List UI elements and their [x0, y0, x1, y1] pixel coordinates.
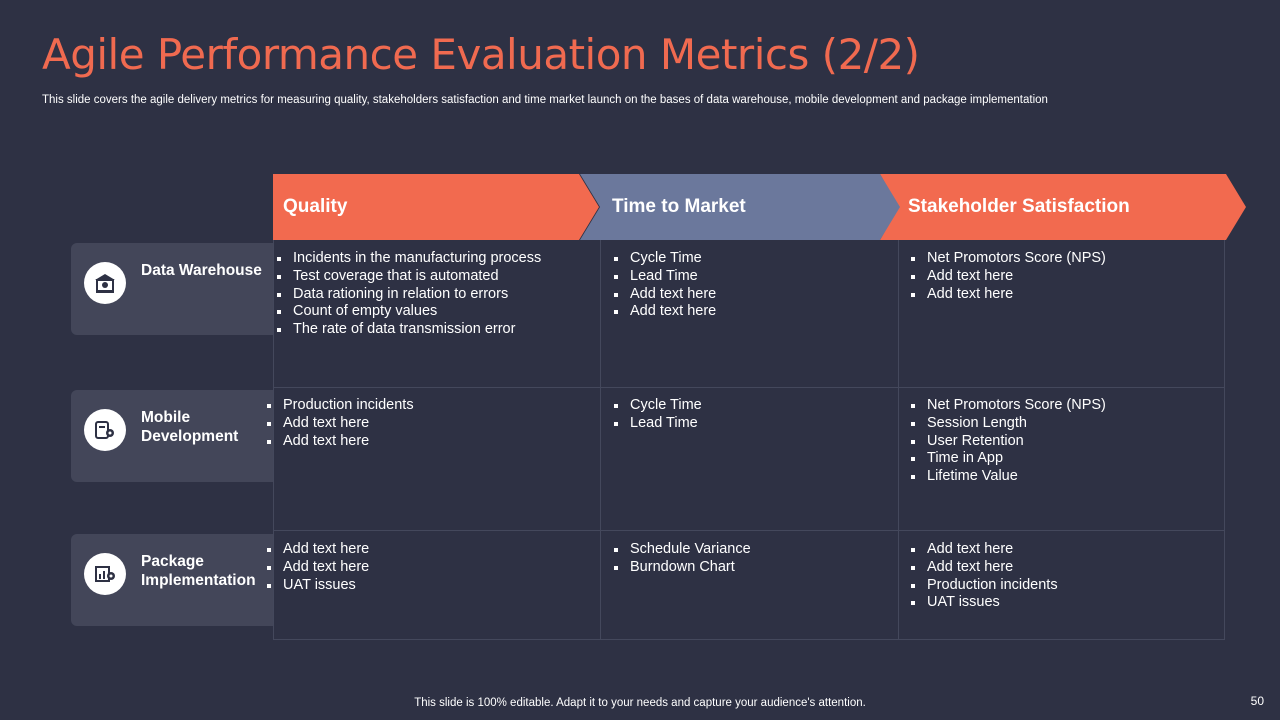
- page-number: 50: [1250, 694, 1264, 708]
- mobile-gear-icon: [84, 409, 126, 451]
- list-item: Net Promotors Score (NPS): [908, 250, 1224, 268]
- list-item: Test coverage that is automated: [274, 268, 600, 286]
- list-item: Cycle Time: [611, 250, 898, 268]
- list-item: UAT issues: [908, 594, 1224, 612]
- warehouse-icon: [84, 262, 126, 304]
- list-item: The rate of data transmission error: [274, 321, 600, 339]
- list-item: Time in App: [908, 450, 1224, 468]
- list-item: Lead Time: [611, 268, 898, 286]
- row-label-package-implementation: Package Implementation: [71, 534, 273, 626]
- slide-title: Agile Performance Evaluation Metrics (2/…: [42, 30, 920, 79]
- cell-data-warehouse-quality: Incidents in the manufacturing process T…: [273, 240, 601, 388]
- list-item: Count of empty values: [274, 303, 600, 321]
- cell-package-implementation-time-to-market: Schedule Variance Burndown Chart: [601, 531, 899, 640]
- package-settings-icon: [84, 553, 126, 595]
- row-label-text: Data Warehouse: [141, 262, 262, 279]
- list-item: Add text here: [264, 433, 600, 451]
- header-time-to-market: Time to Market: [580, 174, 904, 240]
- list-item: Burndown Chart: [611, 559, 898, 577]
- header-label: Time to Market: [612, 196, 746, 217]
- list-item: Incidents in the manufacturing process: [274, 250, 600, 268]
- list-item: Net Promotors Score (NPS): [908, 397, 1224, 415]
- cell-data-warehouse-stakeholder-satisfaction: Net Promotors Score (NPS) Add text here …: [899, 240, 1225, 388]
- list-item: Add text here: [611, 286, 898, 304]
- list-item: Add text here: [611, 303, 898, 321]
- list-item: Add text here: [264, 541, 600, 559]
- list-item: Production incidents: [908, 577, 1224, 595]
- list-item: UAT issues: [264, 577, 600, 595]
- list-item: Add text here: [908, 559, 1224, 577]
- list-item: Data rationing in relation to errors: [274, 286, 600, 304]
- list-item: Production incidents: [264, 397, 600, 415]
- list-item: Lead Time: [611, 415, 898, 433]
- list-item: Lifetime Value: [908, 468, 1224, 486]
- header-label: Quality: [283, 196, 348, 217]
- list-item: Add text here: [264, 415, 600, 433]
- cell-data-warehouse-time-to-market: Cycle Time Lead Time Add text here Add t…: [601, 240, 899, 388]
- list-item: Add text here: [908, 286, 1224, 304]
- cell-mobile-development-time-to-market: Cycle Time Lead Time: [601, 388, 899, 531]
- row-label-mobile-development: Mobile Development: [71, 390, 273, 482]
- list-item: User Retention: [908, 433, 1224, 451]
- list-item: Schedule Variance: [611, 541, 898, 559]
- row-label-data-warehouse: Data Warehouse: [71, 243, 273, 335]
- list-item: Add text here: [908, 268, 1224, 286]
- cell-package-implementation-quality: Add text here Add text here UAT issues: [267, 531, 601, 640]
- header-label: Stakeholder Satisfaction: [908, 196, 1130, 217]
- metrics-grid: Incidents in the manufacturing process T…: [267, 240, 1225, 640]
- cell-mobile-development-quality: Production incidents Add text here Add t…: [267, 388, 601, 531]
- row-label-text: Package Implementation: [141, 553, 256, 589]
- header-stakeholder-satisfaction: Stakeholder Satisfaction: [880, 174, 1248, 240]
- list-item: Cycle Time: [611, 397, 898, 415]
- slide-footer: This slide is 100% editable. Adapt it to…: [414, 697, 866, 709]
- slide-subtitle: This slide covers the agile delivery met…: [42, 94, 1048, 106]
- list-item: Add text here: [908, 541, 1224, 559]
- row-label-text: Mobile Development: [141, 409, 239, 445]
- list-item: Session Length: [908, 415, 1224, 433]
- cell-package-implementation-stakeholder-satisfaction: Add text here Add text here Production i…: [899, 531, 1225, 640]
- header-quality: Quality: [273, 174, 603, 240]
- list-item: Add text here: [264, 559, 600, 577]
- cell-mobile-development-stakeholder-satisfaction: Net Promotors Score (NPS) Session Length…: [899, 388, 1225, 531]
